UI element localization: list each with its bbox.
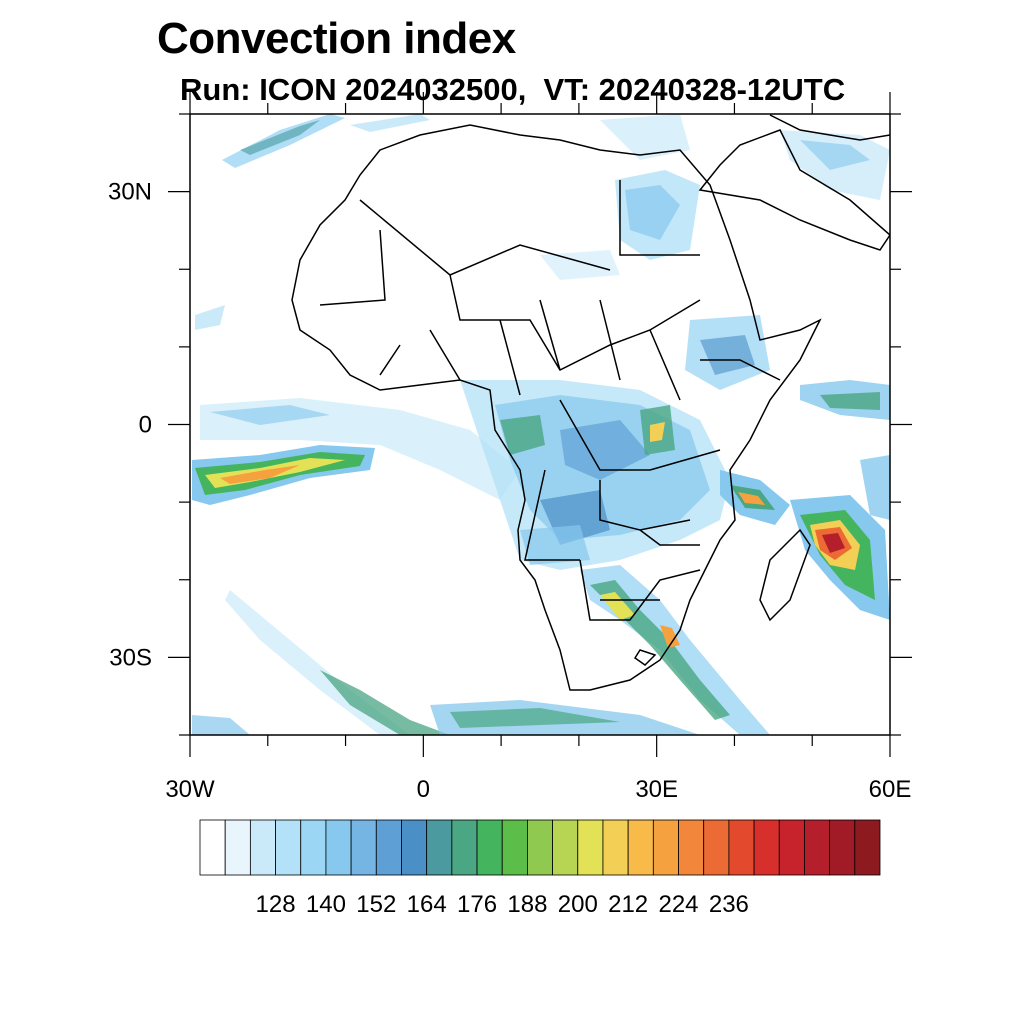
lat-label: 30N — [108, 179, 152, 206]
axis-ticks: 30N 0 30S 30W 0 30E 60E — [108, 92, 912, 803]
coastlines — [291, 114, 890, 691]
colorbar-label: 164 — [407, 891, 447, 918]
colorbar-swatch — [703, 819, 730, 876]
colorbar-label: 200 — [558, 891, 598, 918]
colorbar-swatch — [577, 819, 604, 876]
colorbar-swatch — [627, 819, 654, 876]
colorbar-swatch — [728, 819, 755, 876]
lon-label: 60E — [869, 776, 912, 803]
lon-label: 30E — [635, 776, 678, 803]
colorbar-label: 224 — [658, 891, 698, 918]
colorbar-label: 212 — [608, 891, 648, 918]
colorbar-swatch — [325, 819, 352, 876]
colorbar-swatch — [527, 819, 553, 876]
colorbar-label: 236 — [709, 891, 749, 918]
colorbar-label: 176 — [457, 891, 497, 918]
colorbar-swatch — [275, 819, 302, 876]
colorbar-swatch — [552, 819, 579, 876]
colorbar-label: 188 — [507, 891, 547, 918]
colorbar-label: 152 — [356, 891, 396, 918]
colorbar-swatch — [678, 819, 705, 876]
colorbar-swatch — [778, 819, 805, 876]
colorbar-swatch — [652, 819, 679, 876]
lon-label: 30W — [165, 776, 215, 803]
colorbar-swatch — [426, 819, 453, 876]
convection-field — [192, 114, 890, 735]
colorbar: 128 140 152 164 176 188 200 212 224 236 — [199, 819, 881, 918]
colorbar-swatch — [375, 819, 402, 876]
colorbar-swatch — [350, 819, 377, 876]
colorbar-swatch — [804, 819, 831, 876]
colorbar-swatch — [753, 819, 780, 876]
colorbar-swatch — [854, 819, 881, 876]
colorbar-swatch — [199, 819, 226, 876]
colorbar-swatch — [501, 819, 528, 876]
colorbar-swatch — [829, 819, 856, 876]
lat-label: 30S — [109, 644, 152, 671]
colorbar-label: 140 — [306, 891, 346, 918]
lon-label: 0 — [417, 776, 430, 803]
colorbar-swatch — [451, 819, 478, 876]
chart-title: Convection index — [157, 14, 516, 63]
lat-label: 0 — [139, 412, 152, 439]
colorbar-swatch — [476, 819, 503, 876]
colorbar-swatch — [224, 819, 251, 876]
colorbar-swatch — [602, 819, 629, 876]
colorbar-swatch — [249, 819, 276, 876]
chart-subtitle: Run: ICON 2024032500, VT: 20240328-12UTC — [180, 72, 846, 107]
colorbar-label: 128 — [256, 891, 296, 918]
colorbar-swatch — [300, 819, 327, 876]
colorbar-swatch — [401, 819, 428, 876]
